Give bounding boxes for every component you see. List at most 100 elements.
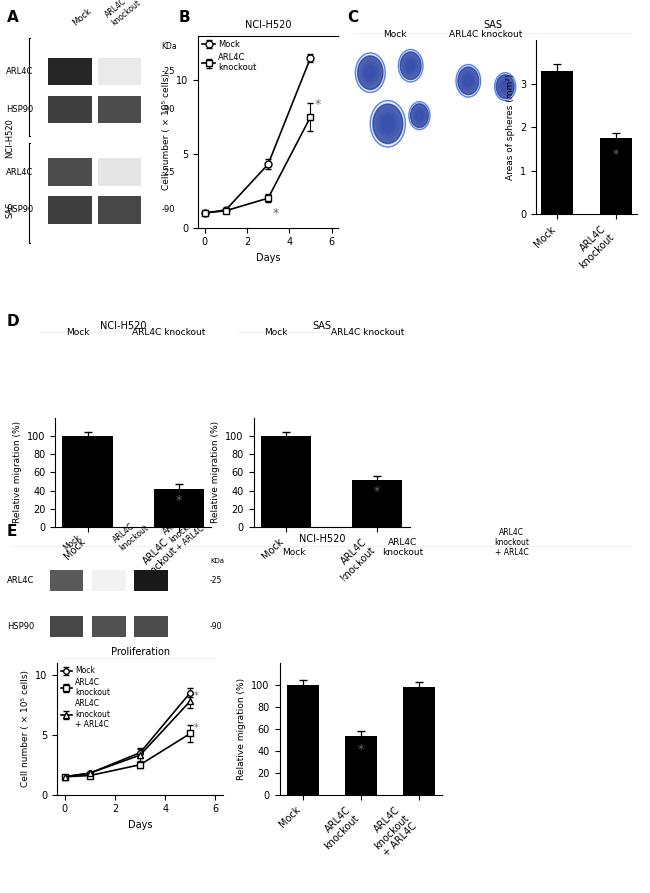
Point bbox=[43, 396, 53, 411]
Point bbox=[331, 378, 341, 392]
Point bbox=[264, 575, 274, 589]
Point bbox=[326, 401, 337, 415]
Point bbox=[184, 346, 194, 361]
Point bbox=[558, 554, 568, 568]
Point bbox=[240, 588, 250, 603]
Point bbox=[260, 350, 270, 364]
Point bbox=[287, 580, 298, 595]
Title: ARL4C knockout: ARL4C knockout bbox=[331, 328, 404, 337]
Point bbox=[41, 383, 51, 397]
Point bbox=[45, 397, 55, 412]
Point bbox=[334, 581, 345, 596]
Point bbox=[318, 575, 328, 589]
Point bbox=[469, 603, 479, 617]
Point bbox=[250, 599, 260, 613]
Text: ARL4C
knockout
+ ARL4C: ARL4C knockout + ARL4C bbox=[161, 507, 207, 553]
Point bbox=[149, 343, 159, 357]
Point bbox=[338, 362, 348, 376]
Point bbox=[86, 341, 97, 355]
Point bbox=[418, 610, 428, 624]
Point bbox=[185, 344, 195, 358]
Point bbox=[300, 338, 311, 353]
Point bbox=[463, 631, 474, 646]
Point bbox=[333, 388, 343, 403]
Point bbox=[237, 384, 247, 398]
Point bbox=[415, 604, 426, 618]
Point bbox=[261, 348, 271, 363]
Point bbox=[248, 388, 258, 402]
Point bbox=[107, 344, 117, 358]
Bar bbox=[287, 685, 318, 795]
Circle shape bbox=[461, 71, 476, 90]
Point bbox=[295, 380, 306, 395]
Point bbox=[353, 623, 363, 638]
Point bbox=[328, 597, 338, 611]
Point bbox=[267, 348, 278, 363]
Point bbox=[335, 372, 346, 387]
Point bbox=[263, 349, 273, 363]
Point bbox=[383, 377, 393, 391]
Point bbox=[555, 613, 566, 627]
Point bbox=[276, 571, 286, 585]
Point bbox=[382, 565, 393, 580]
Point bbox=[369, 370, 379, 384]
Point bbox=[99, 359, 109, 373]
Bar bbox=[49, 616, 83, 638]
Point bbox=[246, 589, 257, 604]
Point bbox=[313, 633, 324, 647]
Point bbox=[158, 388, 168, 402]
Point bbox=[288, 356, 298, 371]
Point bbox=[459, 563, 469, 578]
Point bbox=[436, 554, 447, 568]
Bar bbox=[403, 687, 435, 795]
Point bbox=[341, 589, 351, 604]
Point bbox=[199, 335, 209, 349]
Point bbox=[73, 384, 84, 398]
Point bbox=[171, 396, 181, 410]
Point bbox=[281, 399, 292, 413]
Point bbox=[244, 393, 255, 407]
Point bbox=[58, 376, 69, 390]
Point bbox=[334, 572, 345, 587]
Y-axis label: Relative migration (%): Relative migration (%) bbox=[211, 421, 220, 523]
Point bbox=[243, 388, 254, 402]
Point bbox=[514, 574, 524, 588]
Point bbox=[354, 552, 365, 566]
Point bbox=[167, 368, 177, 382]
Point bbox=[281, 604, 291, 618]
Point bbox=[58, 364, 69, 379]
Point bbox=[84, 352, 94, 366]
Point bbox=[266, 588, 277, 602]
Point bbox=[62, 377, 72, 391]
Point bbox=[321, 627, 332, 641]
Circle shape bbox=[457, 66, 480, 96]
Point bbox=[129, 337, 139, 351]
Point bbox=[244, 337, 254, 351]
Point bbox=[140, 393, 150, 407]
Circle shape bbox=[496, 75, 514, 98]
Point bbox=[248, 581, 258, 596]
Point bbox=[480, 578, 491, 592]
Point bbox=[298, 554, 308, 568]
Bar bbox=[600, 138, 632, 214]
Point bbox=[519, 563, 529, 578]
Point bbox=[535, 556, 545, 571]
Point bbox=[276, 346, 287, 360]
Point bbox=[240, 355, 251, 369]
Circle shape bbox=[383, 117, 393, 130]
Point bbox=[249, 332, 259, 346]
Point bbox=[285, 350, 295, 364]
Point bbox=[245, 624, 255, 638]
Point bbox=[340, 396, 350, 410]
Point bbox=[390, 582, 400, 597]
Point bbox=[285, 343, 295, 357]
Point bbox=[201, 338, 211, 353]
Point bbox=[536, 624, 547, 638]
Point bbox=[178, 339, 188, 354]
Point bbox=[436, 580, 447, 594]
Point bbox=[108, 345, 118, 359]
Circle shape bbox=[372, 103, 404, 145]
Point bbox=[259, 379, 270, 393]
Point bbox=[266, 580, 276, 594]
Point bbox=[107, 342, 118, 356]
